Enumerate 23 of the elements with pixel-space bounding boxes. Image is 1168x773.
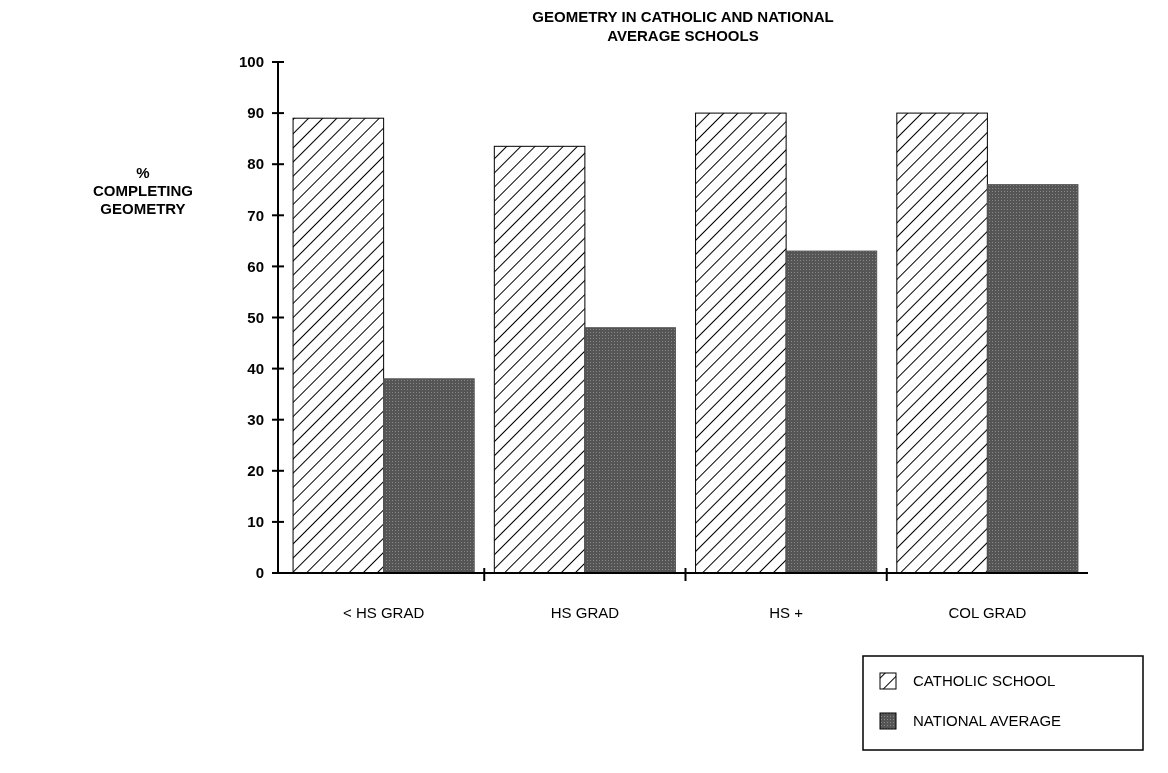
bar	[584, 327, 676, 574]
y-tick-label: 40	[247, 359, 264, 377]
x-tick-label: COL GRAD	[948, 604, 1027, 621]
x-tick-label: < HS GRAD	[342, 604, 425, 621]
y-axis-title: % COMPLETING GEOMETRY	[93, 164, 193, 217]
legend-label: NATIONAL AVERAGE	[913, 712, 1062, 730]
chart-title: GEOMETRY IN CATHOLIC AND NATIONAL AVERAGE SCHOOLS	[532, 8, 834, 44]
y-tick-label: 80	[247, 155, 264, 173]
y-tick-label: 50	[247, 308, 264, 326]
y-tick-label: 0	[255, 564, 264, 582]
x-tick-label: HS +	[769, 604, 804, 621]
y-tick-label: 70	[247, 206, 264, 224]
x-tick-label: HS GRAD	[550, 604, 620, 621]
bar	[383, 378, 475, 574]
y-tick-label: 60	[247, 257, 264, 275]
y-tick-label: 90	[247, 104, 264, 122]
y-tick-label: 20	[247, 462, 264, 480]
y-tick-label: 30	[247, 410, 264, 428]
bar	[986, 184, 1079, 574]
bar	[785, 250, 878, 574]
legend-label: CATHOLIC SCHOOL	[913, 672, 1056, 690]
y-tick-label: 10	[247, 513, 264, 531]
y-tick-label: 100	[238, 53, 264, 71]
